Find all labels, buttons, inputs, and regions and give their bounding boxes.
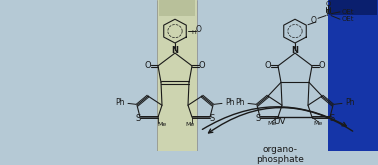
Text: O: O [145,61,151,70]
Text: organo-
phosphate: organo- phosphate [256,145,304,164]
FancyArrowPatch shape [209,108,353,133]
Text: O: O [265,61,271,70]
Text: O: O [319,61,325,70]
Text: Me: Me [157,122,167,127]
Text: Ph: Ph [225,98,235,107]
Text: OEt: OEt [342,16,355,22]
Text: S: S [209,115,215,123]
Text: Ph: Ph [235,98,245,107]
Text: O: O [196,25,202,34]
Text: OEt: OEt [342,9,355,15]
Text: Me: Me [313,121,323,126]
Bar [329,0,377,15]
Text: N: N [172,46,178,55]
Text: S: S [135,115,141,123]
Text: S: S [256,115,260,123]
Text: P: P [325,9,331,18]
Text: H: H [192,31,197,35]
Text: O: O [311,16,317,25]
Text: Me: Me [185,122,195,127]
Bar [159,0,195,16]
Text: Ph: Ph [345,98,355,107]
Text: N: N [291,46,299,55]
FancyArrowPatch shape [202,107,346,129]
Bar [328,0,378,151]
Text: UV: UV [274,117,286,126]
Text: S: S [329,115,335,123]
Text: Me: Me [267,121,277,126]
Text: Ph: Ph [115,98,125,107]
Text: O: O [325,1,331,7]
Bar [157,0,197,151]
Text: O: O [199,61,205,70]
